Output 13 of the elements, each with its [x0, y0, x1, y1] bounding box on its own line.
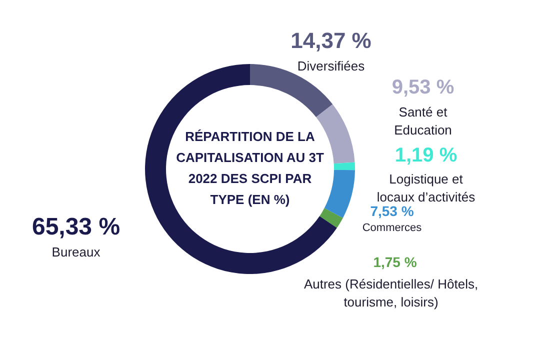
slice-label: Logistique et locaux d’activités — [376, 172, 476, 205]
slice-label: Santé et Education — [394, 104, 452, 138]
slice-label: Commerces — [362, 222, 422, 234]
slice-label: Autres (Résidentielles/ Hôtels, tourisme, loisirs) — [304, 276, 478, 310]
data-label: 7,53 % — [370, 202, 414, 219]
slice-label: Bureaux — [52, 244, 101, 260]
data-label: 1,19 % — [394, 144, 458, 167]
data-label: 14,37 % — [290, 28, 372, 54]
slice-label: Diversifiées — [297, 58, 366, 74]
data-label: 1,75 % — [373, 254, 418, 270]
text: RÉPARTITION DE LA CAPITALISATION AU 3T 2022 DES SCPI PAR TYPE (EN %) — [176, 129, 324, 208]
data-label: 65,33 % — [32, 214, 120, 241]
data-label: 9,53 % — [392, 76, 454, 99]
